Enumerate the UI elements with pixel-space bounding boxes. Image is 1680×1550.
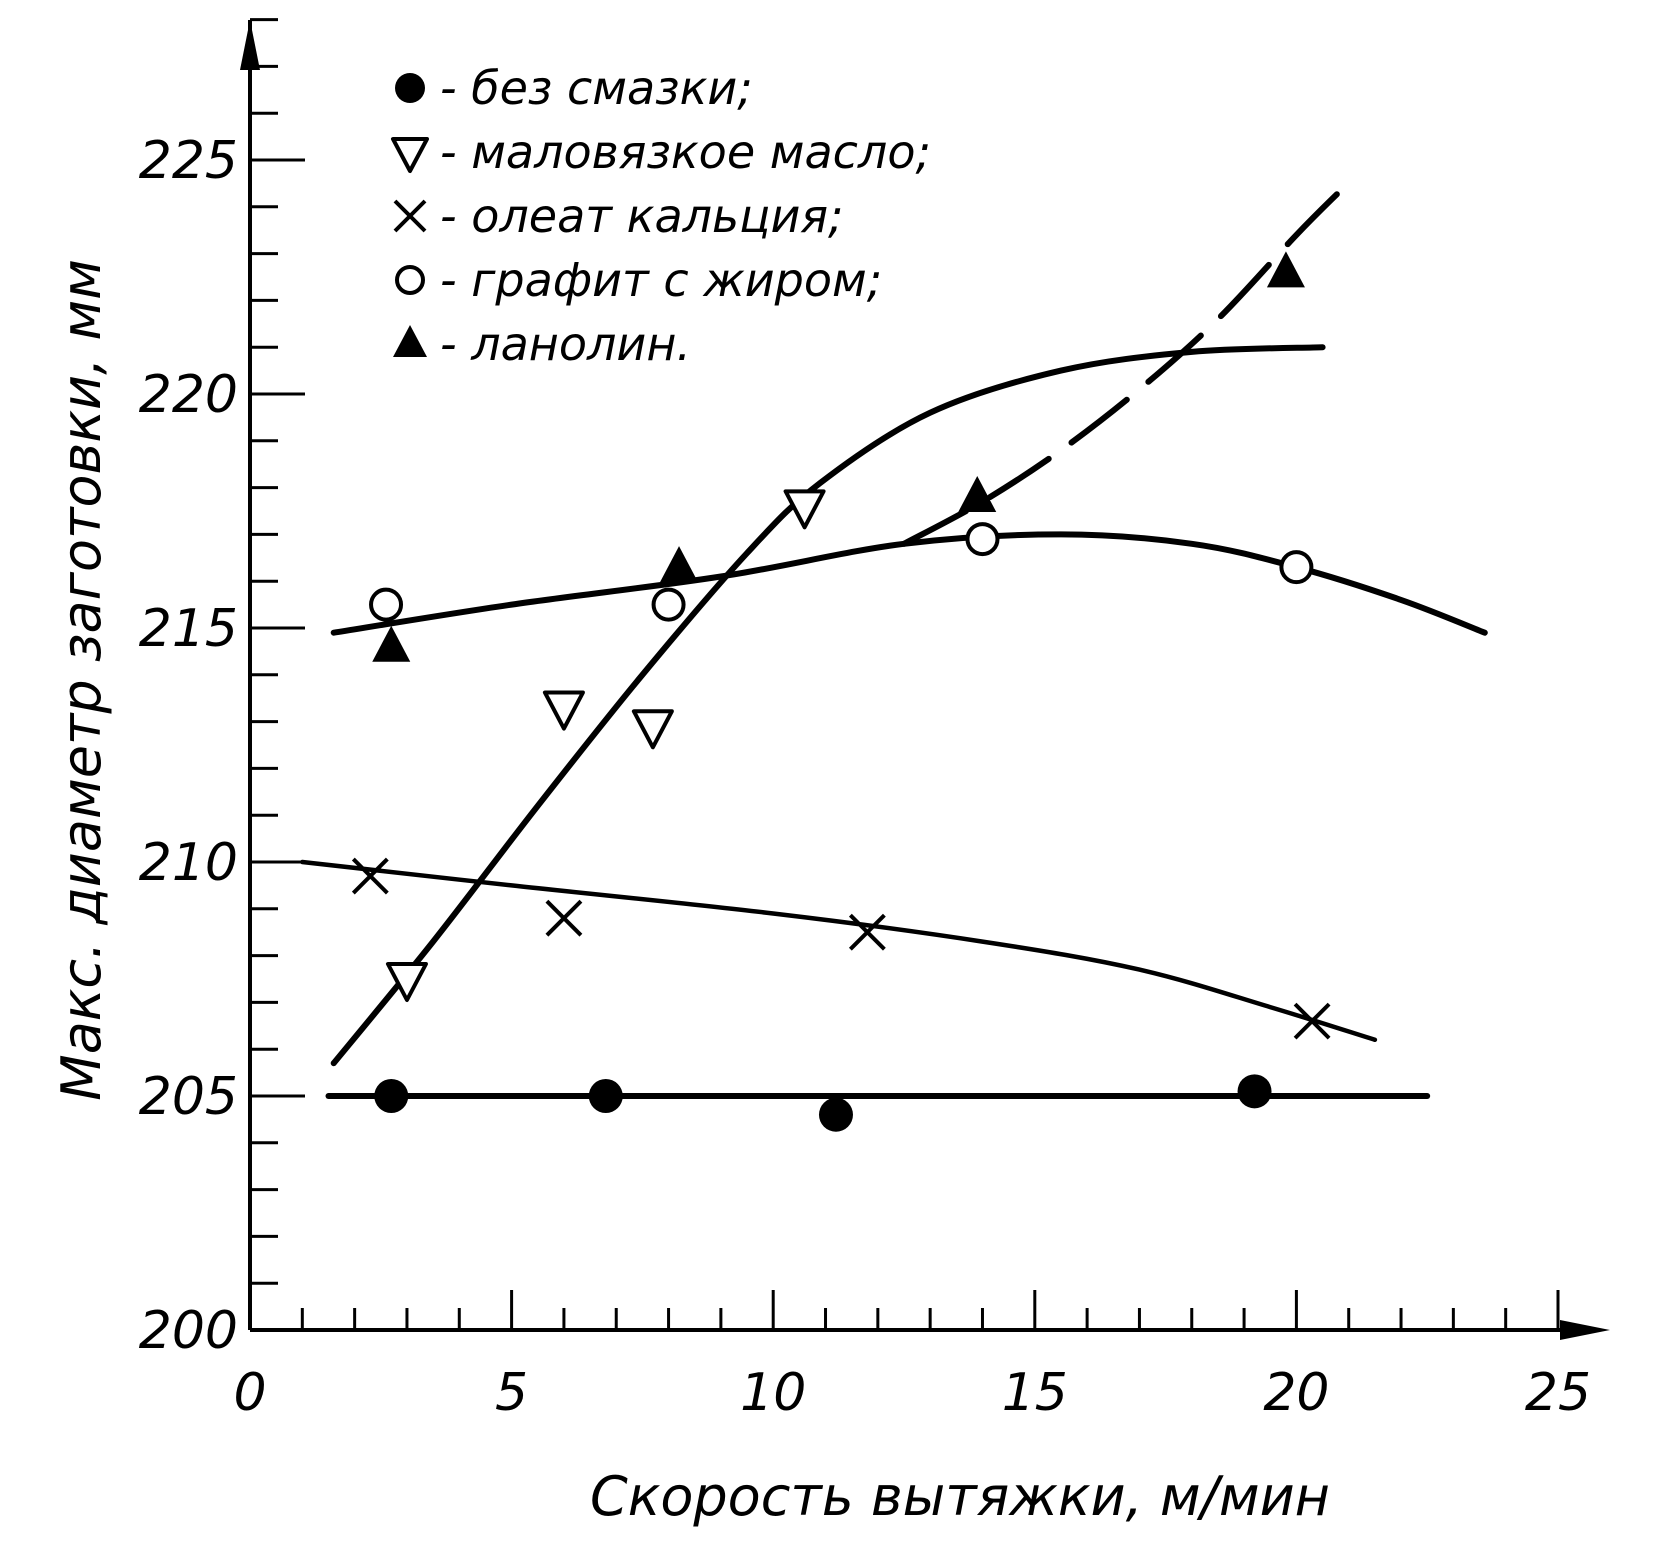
marker-cross-stroke: [393, 199, 427, 233]
marker-filled-circle: [818, 1097, 853, 1132]
marker-filled-circle: [1237, 1074, 1272, 1109]
data-points: [351, 251, 1331, 1132]
x-axis-arrow: [1560, 1320, 1610, 1340]
x-tick-label: 20: [1263, 1363, 1329, 1423]
marker-cross: [545, 899, 583, 937]
x-tick-label: 15: [1002, 1363, 1068, 1423]
y-tick-label: 215: [139, 599, 238, 659]
marker-cross: [351, 857, 389, 895]
marker-cross-stroke: [545, 899, 583, 937]
marker-cross: [1293, 1002, 1331, 1040]
marker-open-circle: [369, 587, 404, 622]
marker-filled-triangle: [958, 475, 997, 512]
marker-open-circle: [1279, 550, 1314, 585]
x-axis-title: Скорость вытяжки, м/мин: [590, 1465, 1330, 1528]
marker-open-triangle: [783, 489, 826, 530]
y-tick-label: 225: [139, 131, 238, 191]
x-tick-label: 10: [740, 1363, 806, 1423]
marker-open-circle: [965, 522, 1000, 557]
marker-filled-triangle: [1266, 251, 1305, 288]
x-tick-label: 0: [233, 1363, 266, 1423]
legend-label: - графит с жиром;: [440, 253, 882, 307]
marker-cross: [848, 913, 886, 951]
marker-open-triangle: [631, 709, 674, 750]
y-axis-arrow: [240, 20, 260, 70]
y-tick-label: 220: [139, 365, 238, 425]
marker-filled-circle: [395, 73, 425, 103]
x-axis-ticks: 0 5 10 15 20 25: [233, 1290, 1591, 1423]
marker-cross: [393, 199, 427, 233]
marker-cross-stroke: [351, 857, 389, 895]
fit-curve: [901, 189, 1342, 547]
y-axis-ticks: 200 205 210 215 220 225: [139, 18, 305, 1361]
y-tick-label: 200: [139, 1301, 238, 1361]
marker-cross-stroke: [848, 913, 886, 951]
x-tick-label: 5: [495, 1363, 528, 1423]
fit-curve: [330, 344, 1326, 1067]
marker-filled-triangle: [372, 625, 411, 662]
marker-open-circle: [395, 265, 425, 295]
marker-cross-stroke: [1293, 1002, 1331, 1040]
marker-open-circle: [651, 587, 686, 622]
marker-open-triangle: [542, 690, 585, 731]
fit-curve: [330, 531, 1488, 636]
legend-label: - ланолин.: [440, 317, 691, 371]
fit-curve: [300, 859, 1378, 1043]
legend-label: - маловязкое масло;: [440, 125, 931, 179]
marker-filled-circle: [374, 1079, 409, 1113]
legend-label: - олеат кальция;: [440, 189, 844, 243]
legend-label: - без смазки;: [440, 61, 753, 115]
x-tick-label: 25: [1525, 1363, 1591, 1423]
marker-open-triangle: [385, 962, 428, 1002]
marker-open-triangle: [391, 137, 429, 173]
y-axis-title: Макс. диаметр заготовки, мм: [50, 259, 113, 1101]
y-tick-label: 210: [139, 833, 238, 893]
marker-filled-triangle: [660, 546, 699, 583]
y-tick-label: 205: [139, 1067, 238, 1127]
marker-filled-triangle: [393, 325, 427, 357]
legend: - без смазки; - маловязкое масло; - олеат …: [391, 61, 931, 371]
fit-curves: [300, 189, 1488, 1100]
marker-filled-circle: [588, 1079, 623, 1113]
